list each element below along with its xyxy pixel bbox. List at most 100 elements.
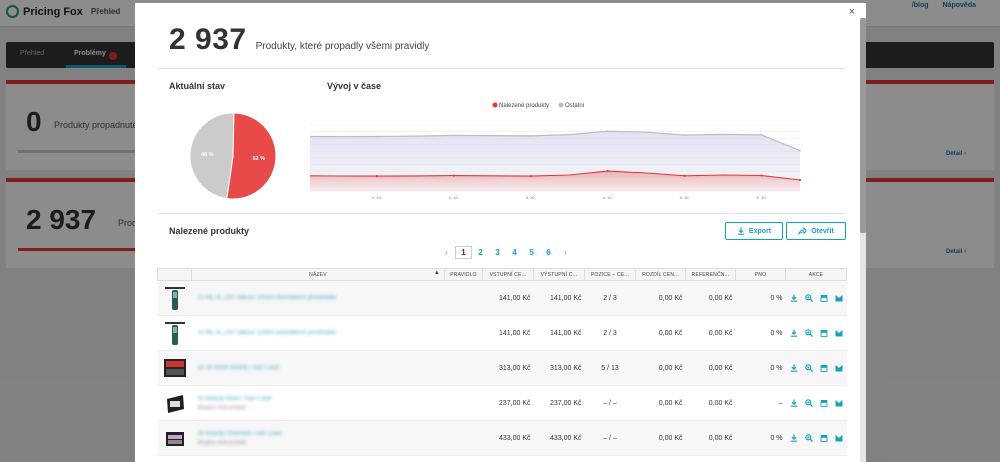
brand-logo[interactable]: Pricing Fox Přehled (6, 5, 120, 18)
data-point[interactable] (606, 169, 609, 173)
pie-slice-other[interactable] (189, 112, 235, 200)
market-icon[interactable] (835, 364, 843, 372)
product-name[interactable]: 10 ML 4L 2SP Vakuur 100ml Dezinfekční pr… (197, 295, 337, 301)
product-name-cell[interactable]: 30 Beauty Basic Train Case Skupina nová p… (191, 385, 445, 421)
product-name-cell[interactable]: 30 Beauty Unlimited Train Case Skupina no… (191, 420, 445, 456)
data-point[interactable] (452, 134, 455, 137)
product-thumbnail[interactable] (157, 315, 192, 351)
shop-icon[interactable] (820, 434, 828, 442)
table-row[interactable]: 30 30 Nově Beauty Train Case 313,00 Kč 313… (157, 350, 847, 386)
page-5[interactable]: 5 (529, 248, 534, 257)
in-price-cell: 141,00 Kč (482, 315, 534, 351)
col-diff[interactable]: ROZDÍL CEN... (635, 268, 686, 281)
shop-icon[interactable] (820, 364, 828, 372)
actions-cell (785, 315, 847, 351)
page-6[interactable]: 6 (546, 248, 551, 257)
product-thumbnail[interactable] (157, 420, 192, 456)
page-1[interactable]: 1 (455, 246, 472, 259)
market-icon[interactable] (835, 329, 843, 337)
data-point[interactable] (452, 174, 455, 177)
col-name[interactable]: NÁZEV ▲ (191, 268, 445, 281)
diff-cell: 0,00 Kč (635, 420, 686, 456)
zoom-icon[interactable] (804, 329, 813, 338)
modal-scrollbar[interactable] (860, 18, 866, 462)
data-point[interactable] (529, 174, 532, 178)
data-point[interactable] (683, 174, 686, 177)
data-point[interactable] (375, 175, 379, 178)
scrollbar-thumb[interactable] (860, 18, 866, 233)
col-name-label: NÁZEV (309, 271, 327, 278)
close-icon[interactable]: × (848, 6, 855, 18)
data-point[interactable] (798, 178, 802, 182)
products-table: NÁZEV ▲ PRAVIDLO VSTUPNÍ CE... VÝSTUPNÍ C… (157, 268, 847, 456)
data-point[interactable] (606, 130, 609, 133)
col-in-price[interactable]: VSTUPNÍ CE... (482, 268, 534, 281)
data-point[interactable] (529, 134, 532, 137)
product-name-cell[interactable]: 10 ML 4L 2SP Vakuur 100ml Dezinfekční pr… (191, 315, 445, 351)
col-position[interactable]: POZICE – CE... (584, 268, 636, 281)
zoom-icon[interactable] (804, 399, 813, 408)
product-name[interactable]: 30 Beauty Unlimited Train Case (197, 430, 282, 437)
download-icon[interactable] (790, 329, 798, 337)
pie-slice-found[interactable] (226, 112, 277, 200)
product-thumbnail[interactable] (157, 280, 192, 316)
shop-icon[interactable] (820, 399, 828, 407)
help-link[interactable]: Nápověda (942, 2, 976, 9)
card-detail-link[interactable]: Detail › (945, 151, 966, 157)
page-4[interactable]: 4 (512, 248, 517, 257)
table-row[interactable]: 10 ML 4L 2SP Vakuur 100ml Dezinfekční pr… (157, 315, 847, 351)
tab-overview[interactable]: Přehled (20, 50, 45, 57)
open-button[interactable]: Otevřít (786, 222, 846, 240)
market-icon[interactable] (835, 399, 843, 407)
download-icon[interactable] (790, 434, 798, 442)
ref-cell: 0,00 Kč (685, 385, 736, 421)
col-rule[interactable]: PRAVIDLO (444, 268, 483, 281)
col-out-price[interactable]: VÝSTUPNÍ C... (533, 268, 585, 281)
shop-icon[interactable] (820, 294, 828, 302)
market-icon[interactable] (835, 294, 843, 302)
next-page-button[interactable]: › (564, 248, 567, 257)
product-name[interactable]: 30 Beauty Basic Train Case (197, 395, 272, 402)
prev-page-button[interactable]: ‹ (445, 248, 448, 257)
product-name[interactable]: 10 ML 4L 2SP Vakuur 100ml Dezinfekční pr… (197, 330, 337, 336)
data-point[interactable] (799, 149, 801, 152)
product-image-icon (162, 389, 188, 417)
zoom-icon[interactable] (804, 294, 813, 303)
page-2[interactable]: 2 (478, 248, 483, 257)
shop-icon[interactable] (820, 329, 828, 337)
series-line-other[interactable] (310, 130, 801, 152)
download-icon[interactable] (790, 399, 798, 407)
product-thumbnail[interactable] (157, 350, 192, 386)
col-ref[interactable]: REFERENČN... (685, 268, 736, 281)
product-name-cell[interactable]: 10 ML 4L 2SP Vakuur 100ml Dezinfekční pr… (191, 280, 445, 316)
x-tick-label: 2. 10. (449, 195, 459, 200)
product-name-cell[interactable]: 30 30 Nově Beauty Train Case (191, 350, 445, 386)
table-row[interactable]: 30 Beauty Basic Train Case Skupina nová p… (157, 385, 847, 421)
data-point[interactable] (760, 133, 763, 136)
sort-asc-icon[interactable]: ▲ (433, 270, 440, 276)
page-3[interactable]: 3 (495, 248, 500, 257)
data-point[interactable] (376, 135, 378, 138)
position-cell: 2 / 3 (584, 280, 636, 316)
product-thumbnail[interactable] (157, 385, 192, 421)
blog-link[interactable]: /blog (911, 2, 929, 9)
market-icon[interactable] (835, 434, 843, 442)
product-name[interactable]: 30 30 Nově Beauty Train Case (197, 365, 280, 371)
tab-problems[interactable]: Problémy (74, 50, 106, 57)
legend-label[interactable]: Nalezené produkty (499, 103, 549, 109)
download-icon[interactable] (790, 294, 798, 302)
data-point[interactable] (683, 134, 686, 137)
series-line-found[interactable] (310, 170, 801, 181)
col-pno[interactable]: PNO (735, 268, 786, 281)
data-point[interactable] (760, 174, 763, 177)
export-button[interactable]: Export (725, 222, 783, 240)
zoom-icon[interactable] (804, 364, 813, 373)
zoom-icon[interactable] (804, 434, 813, 443)
legend-label[interactable]: Ostatní (565, 103, 585, 109)
product-image-icon (162, 319, 188, 347)
table-row[interactable]: 10 ML 4L 2SP Vakuur 100ml Dezinfekční pr… (157, 280, 847, 316)
card-detail-link[interactable]: Detail › (945, 249, 966, 255)
card-progress (18, 150, 143, 153)
table-row[interactable]: 30 Beauty Unlimited Train Case Skupina no… (157, 420, 847, 456)
download-icon[interactable] (790, 364, 798, 372)
